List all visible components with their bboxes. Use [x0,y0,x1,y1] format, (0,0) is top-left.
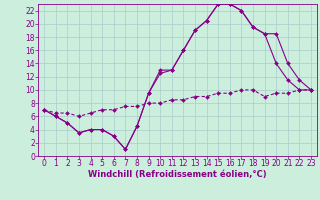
X-axis label: Windchill (Refroidissement éolien,°C): Windchill (Refroidissement éolien,°C) [88,170,267,179]
